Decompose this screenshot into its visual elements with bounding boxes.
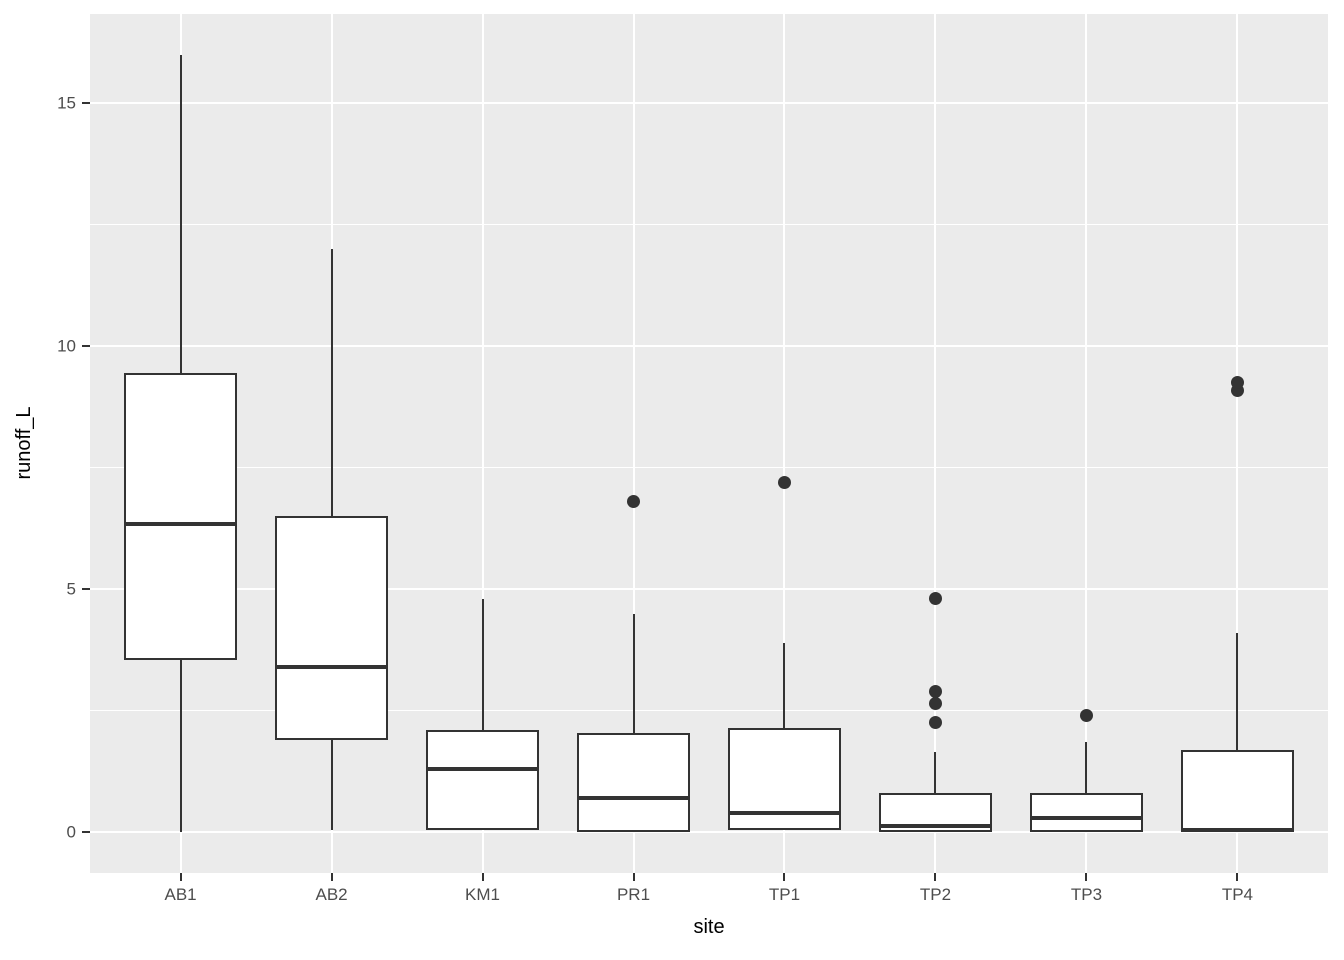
x-tick-mark: [1085, 873, 1088, 881]
box-TP3: [1029, 793, 1144, 833]
y-tick-mark: [82, 831, 90, 834]
x-tick-mark: [330, 873, 333, 881]
median-PR1: [576, 796, 691, 801]
median-TP4: [1180, 827, 1295, 832]
median-AB2: [274, 664, 389, 669]
plot-panel: [90, 14, 1328, 873]
x-major-gridline: [632, 14, 635, 873]
x-major-gridline: [1085, 14, 1088, 873]
median-TP2: [878, 824, 993, 829]
x-tick-label: TP3: [1070, 885, 1103, 904]
box-PR1: [576, 732, 691, 833]
y-major-gridline: [90, 102, 1328, 105]
y-minor-gridline: [90, 224, 1328, 226]
x-tick-mark: [179, 873, 182, 881]
box-TP4: [1180, 749, 1295, 833]
x-tick-label: AB1: [164, 885, 197, 904]
x-tick-label: KM1: [465, 885, 501, 904]
upper-whisker: [783, 642, 786, 728]
upper-whisker: [330, 249, 333, 517]
upper-whisker: [481, 598, 484, 731]
box-AB1: [123, 373, 238, 660]
box-AB2: [274, 516, 389, 740]
upper-whisker: [1236, 632, 1239, 750]
lower-whisker: [330, 739, 333, 830]
upper-whisker: [934, 752, 937, 794]
y-minor-gridline: [90, 710, 1328, 712]
upper-whisker: [179, 54, 182, 374]
lower-whisker: [179, 659, 182, 833]
y-tick-mark: [82, 102, 90, 105]
x-major-gridline: [1236, 14, 1239, 873]
x-tick-label: TP1: [768, 885, 801, 904]
upper-whisker: [632, 613, 635, 733]
median-AB1: [123, 521, 238, 526]
x-tick-mark: [934, 873, 937, 881]
y-axis-title: runoff_L: [13, 406, 35, 480]
x-tick-label: PR1: [616, 885, 651, 904]
y-tick-label: 10: [57, 336, 76, 356]
outlier-point: [627, 495, 640, 509]
x-tick-label: TP4: [1221, 885, 1253, 904]
y-minor-gridline: [90, 467, 1328, 469]
y-major-gridline: [90, 831, 1328, 834]
x-tick-mark: [783, 873, 786, 881]
x-tick-mark: [632, 873, 635, 881]
box-KM1: [425, 730, 540, 830]
x-tick-label: TP2: [919, 885, 952, 904]
outlier-point: [928, 716, 942, 730]
outlier-point: [928, 696, 942, 710]
outlier-point: [777, 475, 791, 489]
outlier-point: [928, 684, 942, 698]
y-major-gridline: [90, 588, 1328, 591]
outlier-point: [1079, 709, 1093, 723]
y-tick-mark: [82, 345, 90, 348]
median-KM1: [425, 767, 540, 772]
x-major-gridline: [783, 14, 786, 873]
x-axis-title: site: [693, 916, 725, 938]
y-tick-label: 15: [57, 93, 76, 113]
x-major-gridline: [934, 14, 937, 873]
outlier-point: [1230, 376, 1244, 390]
y-major-gridline: [90, 345, 1328, 348]
y-tick-label: 5: [66, 579, 76, 599]
x-tick-label: AB2: [315, 885, 348, 904]
x-major-gridline: [481, 14, 484, 873]
outlier-point: [928, 592, 942, 606]
median-TP3: [1029, 815, 1144, 820]
x-tick-mark: [481, 873, 484, 881]
upper-whisker: [1085, 742, 1088, 794]
x-tick-mark: [1236, 873, 1239, 881]
median-TP1: [727, 810, 842, 815]
y-tick-mark: [82, 588, 90, 591]
y-tick-label: 0: [66, 822, 76, 842]
